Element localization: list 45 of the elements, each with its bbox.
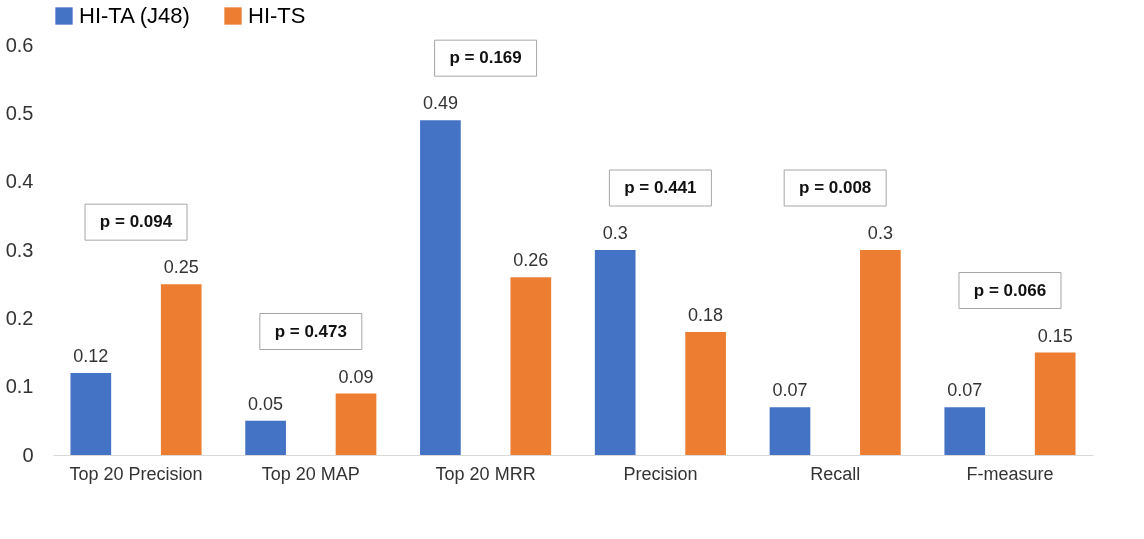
y-tick-label: 0.2 — [5, 306, 34, 329]
y-tick-label: 0.4 — [5, 170, 34, 193]
data-label: 0.25 — [163, 257, 199, 278]
data-label: 0.3 — [867, 223, 893, 243]
data-label: 0.05 — [248, 393, 284, 414]
x-tick-label: F-measure — [966, 463, 1054, 484]
y-tick-label: 0 — [22, 443, 34, 466]
bar — [510, 277, 552, 455]
data-label: 0.12 — [73, 346, 109, 366]
data-label: 0.15 — [1037, 325, 1073, 346]
bar — [685, 332, 726, 455]
x-tick-label: Precision — [623, 463, 698, 484]
annotation: p = 0.473 — [274, 321, 347, 341]
y-tick-label: 0.5 — [5, 101, 34, 124]
bar — [1034, 352, 1076, 455]
x-tick-label: Recall — [810, 463, 861, 484]
bar — [860, 250, 901, 455]
data-label: 0.18 — [688, 305, 724, 325]
x-tick-label: Top 20 MRR — [435, 463, 536, 484]
bar — [335, 393, 377, 455]
y-tick-label: 0.1 — [5, 375, 34, 398]
legend-label: HI-TA (J48) — [79, 3, 190, 28]
x-tick-label: Top 20 Precision — [69, 463, 203, 484]
bar — [420, 120, 461, 455]
bar — [70, 373, 112, 455]
y-tick-label: 0.3 — [5, 238, 34, 261]
annotation: p = 0.094 — [99, 212, 173, 232]
annotation: p = 0.066 — [973, 280, 1047, 300]
annotation: p = 0.441 — [624, 178, 697, 197]
bar — [245, 420, 286, 455]
data-label: 0.26 — [513, 250, 549, 271]
annotation: p = 0.169 — [449, 48, 522, 68]
bar — [594, 250, 636, 455]
annotation: p = 0.008 — [799, 178, 872, 197]
data-label: 0.3 — [602, 223, 628, 243]
bar — [160, 284, 202, 455]
bar — [769, 407, 811, 455]
x-tick-label: Top 20 MAP — [261, 463, 360, 484]
y-tick-label: 0.6 — [5, 33, 34, 56]
data-label: 0.07 — [772, 380, 808, 401]
bar — [944, 407, 986, 455]
data-label: 0.09 — [338, 366, 374, 387]
data-label: 0.49 — [422, 93, 458, 114]
data-label: 0.07 — [947, 380, 983, 401]
legend-label: HI-TS — [248, 3, 306, 28]
